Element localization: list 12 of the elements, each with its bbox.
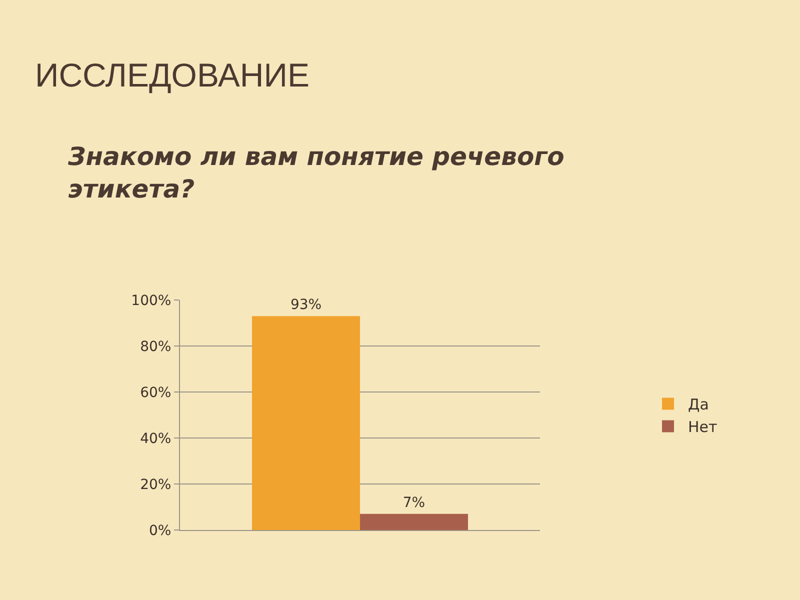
chart-subtitle: Знакомо ли вам понятие речевого этикета?	[67, 142, 564, 204]
y-tick-label: 40%	[140, 430, 172, 447]
legend-label: Нет	[688, 418, 718, 436]
y-tick-label: 100%	[131, 292, 172, 309]
chart-title: ИССЛЕДОВАНИЕ	[35, 56, 310, 94]
data-label: 7%	[402, 494, 426, 511]
y-tick-label: 0%	[148, 522, 172, 539]
legend-label: Да	[688, 396, 709, 414]
data-label: 93%	[290, 297, 322, 314]
y-tick-label: 80%	[140, 338, 172, 355]
y-tick-label: 20%	[140, 476, 172, 493]
y-tick-label: 60%	[140, 384, 172, 401]
